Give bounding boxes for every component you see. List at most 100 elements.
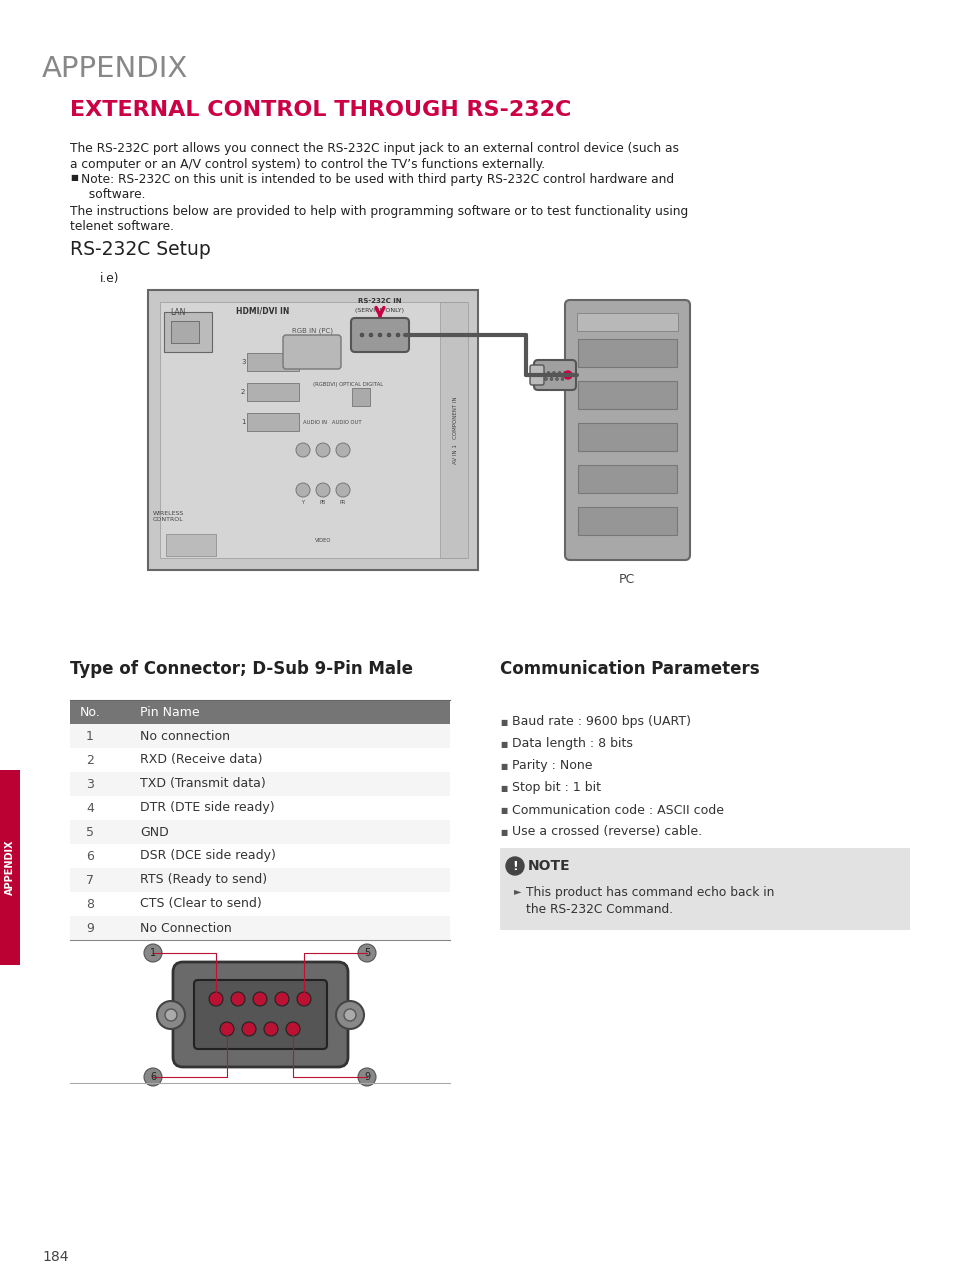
- Circle shape: [157, 1001, 185, 1029]
- Circle shape: [165, 1009, 177, 1021]
- Circle shape: [295, 443, 310, 457]
- Circle shape: [286, 1021, 299, 1035]
- Circle shape: [387, 333, 391, 337]
- Text: TXD (Transmit data): TXD (Transmit data): [140, 777, 266, 790]
- Circle shape: [369, 333, 373, 337]
- Text: 1: 1: [150, 948, 156, 958]
- Text: Note: RS-232C on this unit is intended to be used with third party RS-232C contr: Note: RS-232C on this unit is intended t…: [81, 173, 674, 186]
- FancyBboxPatch shape: [0, 770, 20, 965]
- Circle shape: [296, 992, 311, 1006]
- Circle shape: [220, 1021, 233, 1035]
- FancyBboxPatch shape: [577, 313, 678, 331]
- Text: software.: software.: [81, 188, 146, 201]
- Text: DTR (DTE side ready): DTR (DTE side ready): [140, 801, 274, 814]
- Text: (RGBDVI) OPTICAL DIGITAL: (RGBDVI) OPTICAL DIGITAL: [313, 382, 383, 387]
- Text: RTS (Ready to send): RTS (Ready to send): [140, 874, 267, 887]
- Circle shape: [558, 371, 560, 374]
- Text: LAN: LAN: [170, 308, 185, 317]
- Circle shape: [315, 443, 330, 457]
- Text: 1: 1: [86, 730, 93, 743]
- Text: Communication Parameters: Communication Parameters: [499, 660, 759, 678]
- Circle shape: [264, 1021, 277, 1035]
- FancyBboxPatch shape: [70, 845, 450, 868]
- Text: This product has command echo back in: This product has command echo back in: [525, 887, 774, 899]
- Text: 5: 5: [86, 826, 94, 838]
- Text: VIDEO: VIDEO: [314, 538, 331, 543]
- FancyBboxPatch shape: [70, 700, 450, 724]
- Text: 3: 3: [241, 359, 245, 365]
- Text: No Connection: No Connection: [140, 921, 232, 935]
- FancyBboxPatch shape: [166, 534, 215, 556]
- FancyBboxPatch shape: [70, 748, 450, 772]
- Text: 1: 1: [241, 418, 245, 425]
- Text: Use a crossed (reverse) cable.: Use a crossed (reverse) cable.: [512, 826, 701, 838]
- Text: ■: ■: [499, 739, 507, 748]
- Text: EXTERNAL CONTROL THROUGH RS-232C: EXTERNAL CONTROL THROUGH RS-232C: [70, 100, 571, 120]
- Circle shape: [344, 1009, 355, 1021]
- Circle shape: [253, 992, 267, 1006]
- Text: WIRELESS
CONTROL: WIRELESS CONTROL: [152, 511, 183, 522]
- Text: (SERVICE ONLY): (SERVICE ONLY): [355, 308, 404, 313]
- FancyBboxPatch shape: [578, 340, 677, 368]
- FancyBboxPatch shape: [283, 335, 340, 369]
- FancyBboxPatch shape: [530, 365, 543, 385]
- Text: 5: 5: [363, 948, 370, 958]
- FancyBboxPatch shape: [499, 848, 909, 930]
- Text: 6: 6: [86, 850, 93, 862]
- Text: GND: GND: [140, 826, 169, 838]
- Circle shape: [315, 483, 330, 497]
- Text: The RS-232C port allows you connect the RS-232C input jack to an external contro: The RS-232C port allows you connect the …: [70, 142, 679, 155]
- Text: Baud rate : 9600 bps (UART): Baud rate : 9600 bps (UART): [512, 715, 690, 729]
- Circle shape: [563, 371, 566, 374]
- FancyBboxPatch shape: [70, 796, 450, 820]
- FancyBboxPatch shape: [578, 424, 677, 452]
- FancyBboxPatch shape: [578, 382, 677, 410]
- Text: 8: 8: [86, 898, 94, 911]
- FancyBboxPatch shape: [148, 290, 477, 570]
- Text: 3: 3: [86, 777, 93, 790]
- Circle shape: [209, 992, 223, 1006]
- Text: the RS-232C Command.: the RS-232C Command.: [525, 903, 673, 916]
- Text: 4: 4: [86, 801, 93, 814]
- Text: ►: ►: [514, 887, 521, 895]
- FancyBboxPatch shape: [352, 388, 370, 406]
- FancyBboxPatch shape: [70, 772, 450, 796]
- Circle shape: [505, 857, 523, 875]
- Circle shape: [242, 1021, 255, 1035]
- Text: 2: 2: [86, 753, 93, 767]
- Circle shape: [550, 378, 553, 380]
- Circle shape: [144, 944, 162, 962]
- Circle shape: [335, 443, 350, 457]
- FancyBboxPatch shape: [351, 318, 409, 352]
- Text: ■: ■: [499, 784, 507, 792]
- Circle shape: [544, 378, 547, 380]
- FancyBboxPatch shape: [70, 868, 450, 892]
- Circle shape: [377, 333, 381, 337]
- Text: No.: No.: [79, 706, 100, 719]
- FancyBboxPatch shape: [70, 724, 450, 748]
- FancyBboxPatch shape: [70, 892, 450, 916]
- FancyBboxPatch shape: [171, 321, 199, 343]
- Text: The instructions below are provided to help with programming software or to test: The instructions below are provided to h…: [70, 205, 687, 218]
- Circle shape: [359, 333, 364, 337]
- FancyBboxPatch shape: [247, 413, 298, 431]
- Circle shape: [357, 1068, 375, 1086]
- Circle shape: [541, 371, 544, 374]
- Text: PR: PR: [339, 500, 346, 505]
- Text: RS-232C Setup: RS-232C Setup: [70, 240, 211, 259]
- Text: Pin Name: Pin Name: [140, 706, 199, 719]
- FancyBboxPatch shape: [70, 820, 450, 845]
- FancyBboxPatch shape: [578, 466, 677, 494]
- Circle shape: [144, 1068, 162, 1086]
- FancyBboxPatch shape: [160, 301, 465, 558]
- FancyBboxPatch shape: [172, 962, 348, 1067]
- Text: AV IN 1   COMPONENT IN: AV IN 1 COMPONENT IN: [453, 396, 458, 464]
- Text: RGB IN (PC): RGB IN (PC): [293, 328, 334, 335]
- Text: ■: ■: [499, 805, 507, 814]
- Text: HDMI/DVI IN: HDMI/DVI IN: [235, 307, 289, 315]
- FancyBboxPatch shape: [564, 300, 689, 560]
- Text: 9: 9: [363, 1072, 370, 1082]
- Text: RXD (Receive data): RXD (Receive data): [140, 753, 262, 767]
- Text: Parity : None: Parity : None: [512, 759, 592, 772]
- Text: Stop bit : 1 bit: Stop bit : 1 bit: [512, 781, 600, 795]
